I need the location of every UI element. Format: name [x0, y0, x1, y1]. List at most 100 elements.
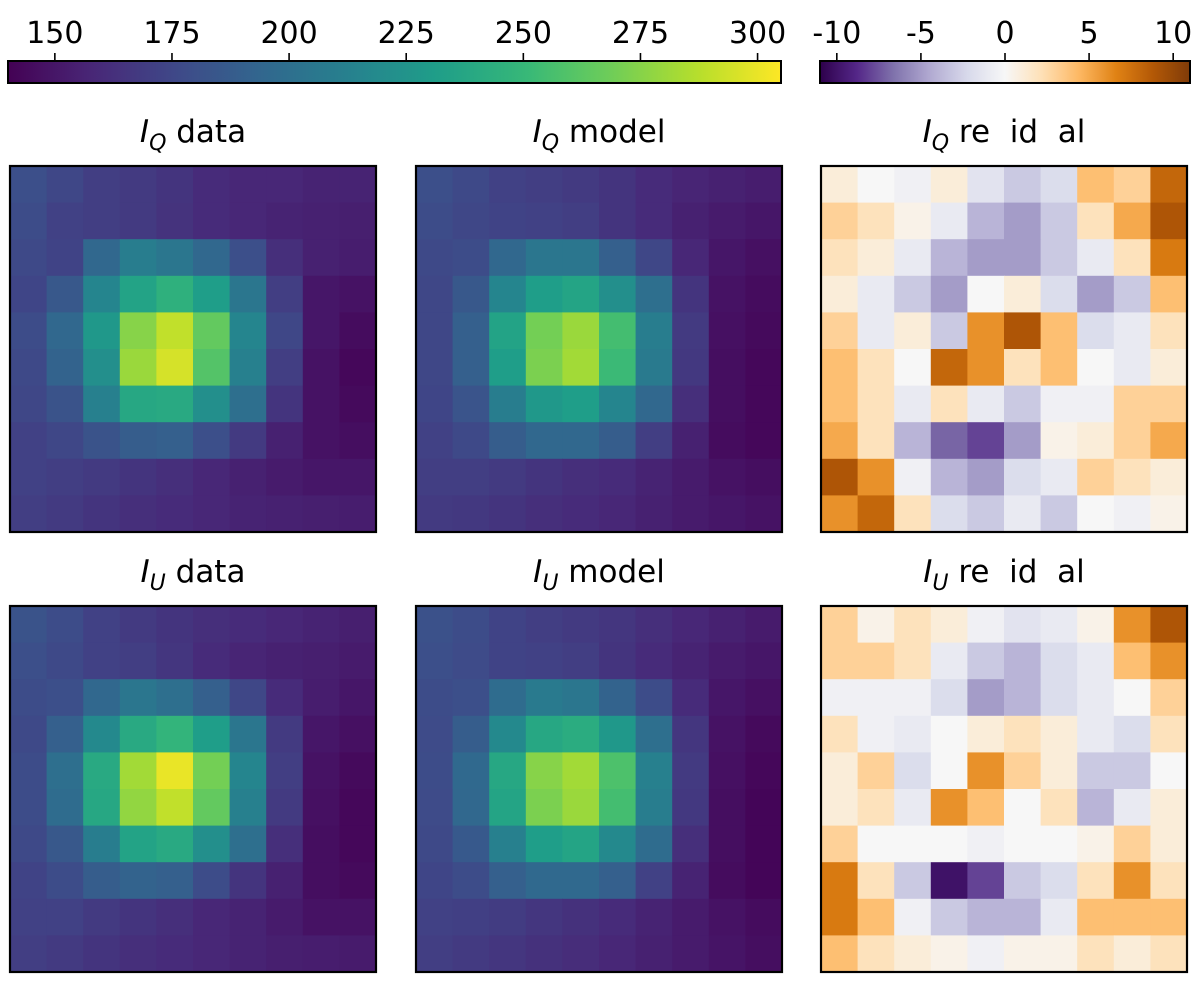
heatmap-cell	[452, 715, 490, 753]
heatmap-cell	[46, 606, 84, 644]
heatmap-cell	[1040, 202, 1078, 240]
heatmap-cell	[83, 789, 121, 827]
heatmap-cell	[1077, 239, 1115, 277]
heatmap-cell	[599, 458, 637, 496]
heatmap-cell	[452, 312, 490, 350]
heatmap-cell	[1150, 275, 1188, 313]
panel-title-symbol: I	[533, 114, 542, 150]
heatmap-cell	[1077, 166, 1115, 204]
heatmap-cell	[930, 275, 968, 313]
heatmap-cell	[894, 752, 932, 790]
heatmap-cell	[416, 715, 454, 753]
heatmap-cell	[1004, 898, 1042, 936]
heatmap-cell	[857, 606, 895, 644]
heatmap-cell	[1040, 789, 1078, 827]
heatmap-cell	[489, 789, 527, 827]
heatmap-cell	[156, 422, 194, 460]
heatmap-cell	[672, 349, 710, 387]
heatmap-cell	[229, 458, 267, 496]
heatmap-cell	[930, 679, 968, 717]
heatmap-cell	[525, 385, 563, 423]
heatmap-cell	[894, 935, 932, 973]
panel-title-subscript: U	[932, 571, 948, 596]
heatmap-cell	[525, 825, 563, 863]
heatmap-cell	[193, 862, 231, 900]
panel-title-text: re id al	[948, 554, 1084, 590]
heatmap-cell	[10, 495, 48, 533]
heatmap-cell	[416, 458, 454, 496]
panel-title-symbol: I	[141, 554, 150, 590]
heatmap-cell	[489, 606, 527, 644]
heatmap-cell	[562, 495, 600, 533]
heatmap-cell	[302, 752, 340, 790]
heatmap-cell	[821, 606, 859, 644]
heatmap-cell	[119, 935, 157, 973]
heatmap-cell	[599, 422, 637, 460]
heatmap-cell	[525, 935, 563, 973]
heatmap-cell	[156, 679, 194, 717]
heatmap-cell	[821, 275, 859, 313]
heatmap-cell	[1113, 422, 1151, 460]
heatmap-cell	[339, 349, 377, 387]
heatmap-cell	[229, 385, 267, 423]
heatmap-cell	[857, 239, 895, 277]
heatmap-cell	[302, 202, 340, 240]
heatmap-cell	[821, 385, 859, 423]
heatmap-cell	[525, 239, 563, 277]
heatmap-cell	[1150, 606, 1188, 644]
heatmap-cell	[339, 862, 377, 900]
heatmap-cell	[745, 642, 783, 680]
panel-title-text: model	[559, 114, 665, 150]
heatmap-cell	[416, 422, 454, 460]
heatmap-cell	[1077, 898, 1115, 936]
panel-frame	[8, 164, 378, 534]
heatmap-cell	[745, 825, 783, 863]
heatmap-cell	[1113, 495, 1151, 533]
heatmap-cell	[708, 679, 746, 717]
heatmap-cell	[1113, 862, 1151, 900]
heatmap-cell	[119, 349, 157, 387]
heatmap-cell	[672, 422, 710, 460]
heatmap-cell	[416, 495, 454, 533]
heatmap-cell	[967, 239, 1005, 277]
heatmap-cell	[857, 935, 895, 973]
heatmap-cell	[119, 385, 157, 423]
heatmap-cell	[672, 239, 710, 277]
heatmap-cell	[745, 239, 783, 277]
heatmap-cell	[525, 349, 563, 387]
heatmap-cell	[708, 862, 746, 900]
heatmap-cell	[708, 752, 746, 790]
heatmap-cell	[1113, 752, 1151, 790]
heatmap-cell	[857, 349, 895, 387]
heatmap-cell	[562, 385, 600, 423]
heatmap-cell	[229, 679, 267, 717]
colorbars: 150 175 200 225 250 275 300 -10 -5 0 5 10	[7, 16, 1192, 84]
heatmap-cell	[229, 825, 267, 863]
heatmap-cell	[302, 349, 340, 387]
heatmap-cell	[83, 312, 121, 350]
heatmap-cell	[857, 202, 895, 240]
heatmap-cell	[1113, 679, 1151, 717]
heatmap-cell	[635, 275, 673, 313]
heatmap-cell	[599, 935, 637, 973]
heatmap-cell	[672, 825, 710, 863]
heatmap-cell	[489, 752, 527, 790]
heatmap-cell	[599, 789, 637, 827]
heatmap-cell	[266, 642, 304, 680]
heatmap-cell	[1077, 495, 1115, 533]
heatmap-cell	[525, 312, 563, 350]
heatmap-cell	[119, 789, 157, 827]
heatmap-cell	[1040, 458, 1078, 496]
heatmap-cell	[1077, 385, 1115, 423]
heatmap-cell	[302, 715, 340, 753]
heatmap-cell	[83, 825, 121, 863]
heatmap-cell	[46, 642, 84, 680]
panel-iu-data: IU data	[8, 554, 378, 974]
heatmap-cell	[599, 385, 637, 423]
heatmap-cell	[302, 312, 340, 350]
heatmap-cell	[83, 862, 121, 900]
heatmap-cell	[83, 385, 121, 423]
heatmap-cell	[193, 385, 231, 423]
heatmap-cell	[229, 642, 267, 680]
